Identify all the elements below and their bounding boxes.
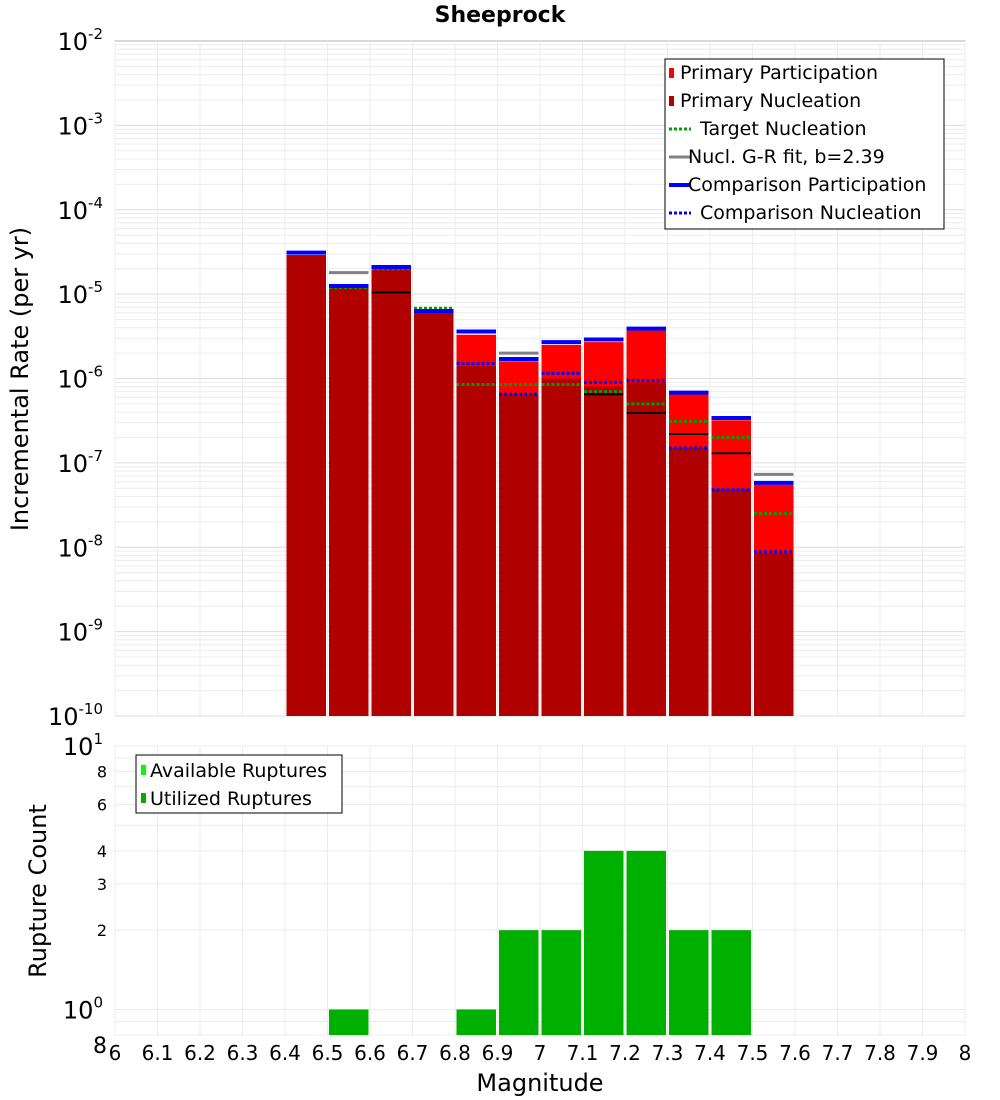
x-tick-label: 6.9: [482, 1041, 514, 1065]
nucleation-bar: [414, 312, 454, 716]
rupture-count-bar: [584, 850, 624, 1035]
top-y-tick-label: 10-3: [57, 109, 103, 140]
bottom-y-tick-label: 6: [97, 795, 107, 814]
nucleation-bar: [626, 382, 666, 716]
bottom-y-tick-label: 8: [93, 1034, 107, 1059]
top-y-tick-label: 10-5: [57, 278, 103, 309]
legend-swatch: [669, 96, 674, 106]
bottom-y-tick-label: 4: [97, 842, 107, 861]
bottom-legend: Available Ruptures Utilized Ruptures: [135, 754, 343, 814]
rupture-count-bar: [541, 930, 581, 1035]
legend-label: Primary Nucleation: [680, 90, 861, 112]
x-tick-label: 6.4: [269, 1041, 301, 1065]
nucleation-bar: [669, 448, 709, 716]
top-y-axis-label: Incremental Rate (per yr): [6, 227, 34, 531]
x-tick-label: 6.1: [142, 1041, 174, 1065]
nucleation-bar: [711, 489, 751, 716]
bottom-y-tick-label: 8: [97, 763, 107, 782]
legend-label: Available Ruptures: [150, 760, 327, 782]
nucleation-bar: [329, 287, 369, 716]
top-y-tick-label: 10-9: [57, 616, 103, 647]
x-tick-label: 6.5: [312, 1041, 344, 1065]
x-tick-label: 7.5: [737, 1041, 769, 1065]
bottom-y-tick-label: 3: [97, 875, 107, 894]
rupture-count-bar: [456, 1009, 496, 1035]
x-axis-label: Magnitude: [476, 1069, 603, 1097]
x-tick-label: 8: [959, 1041, 972, 1065]
bottom-y-tick-label: 101: [63, 730, 103, 761]
top-y-tick-label: 10-7: [57, 447, 103, 478]
x-tick-label: 7.6: [779, 1041, 811, 1065]
x-tick-label: 7.9: [907, 1041, 939, 1065]
rupture-count-bar: [669, 930, 709, 1035]
legend-swatch: [141, 793, 146, 803]
x-tick-label: 7: [534, 1041, 547, 1065]
x-tick-label: 7.4: [694, 1041, 726, 1065]
x-tick-label: 7.1: [567, 1041, 599, 1065]
rupture-count-bar: [329, 1009, 369, 1035]
x-tick-label: 7.8: [864, 1041, 896, 1065]
chart-title: Sheeprock: [435, 3, 567, 28]
top-y-tick-label: 10-6: [57, 363, 103, 394]
legend-label: Comparison Nucleation: [700, 202, 922, 224]
nucleation-bar: [456, 366, 496, 716]
x-tick-label: 6.7: [397, 1041, 429, 1065]
nucleation-bar: [499, 394, 539, 716]
legend-swatch: [141, 765, 146, 775]
legend-label: Comparison Participation: [688, 174, 926, 196]
x-tick-label: 6.2: [184, 1041, 216, 1065]
bottom-y-axis-label: Rupture Count: [24, 804, 52, 978]
top-y-tick-label: 10-4: [57, 194, 103, 225]
nucleation-bar: [754, 553, 794, 716]
bottom-y-tick-label: 100: [63, 993, 103, 1024]
top-y-tick-label: 10-10: [48, 700, 103, 731]
x-tick-label: 6.3: [227, 1041, 259, 1065]
x-tick-label: 6.8: [439, 1041, 471, 1065]
bottom-y-tick-label: 2: [97, 921, 107, 940]
nucleation-bar: [286, 255, 326, 716]
x-tick-label: 7.2: [609, 1041, 641, 1065]
legend-label: Primary Participation: [680, 62, 878, 84]
x-tick-label: 6.6: [354, 1041, 386, 1065]
x-tick-label: 6: [109, 1041, 122, 1065]
top-legend: Primary Participation Primary Nucleation T…: [664, 58, 945, 230]
top-y-tick-label: 10-2: [57, 25, 103, 56]
nucleation-bar: [541, 378, 581, 716]
top-y-tick-label: 10-8: [57, 531, 103, 562]
nucleation-bar: [371, 268, 411, 716]
rupture-count-bar: [499, 930, 539, 1035]
legend-label: Nucl. G-R fit, b=2.39: [688, 146, 885, 168]
rupture-count-bar: [626, 850, 666, 1035]
nucleation-bar: [584, 386, 624, 716]
legend-label: Utilized Ruptures: [150, 788, 312, 810]
legend-swatch: [669, 68, 674, 78]
rupture-count-bar: [711, 930, 751, 1035]
x-tick-label: 7.3: [652, 1041, 684, 1065]
legend-label: Target Nucleation: [699, 118, 867, 140]
x-tick-label: 7.7: [822, 1041, 854, 1065]
